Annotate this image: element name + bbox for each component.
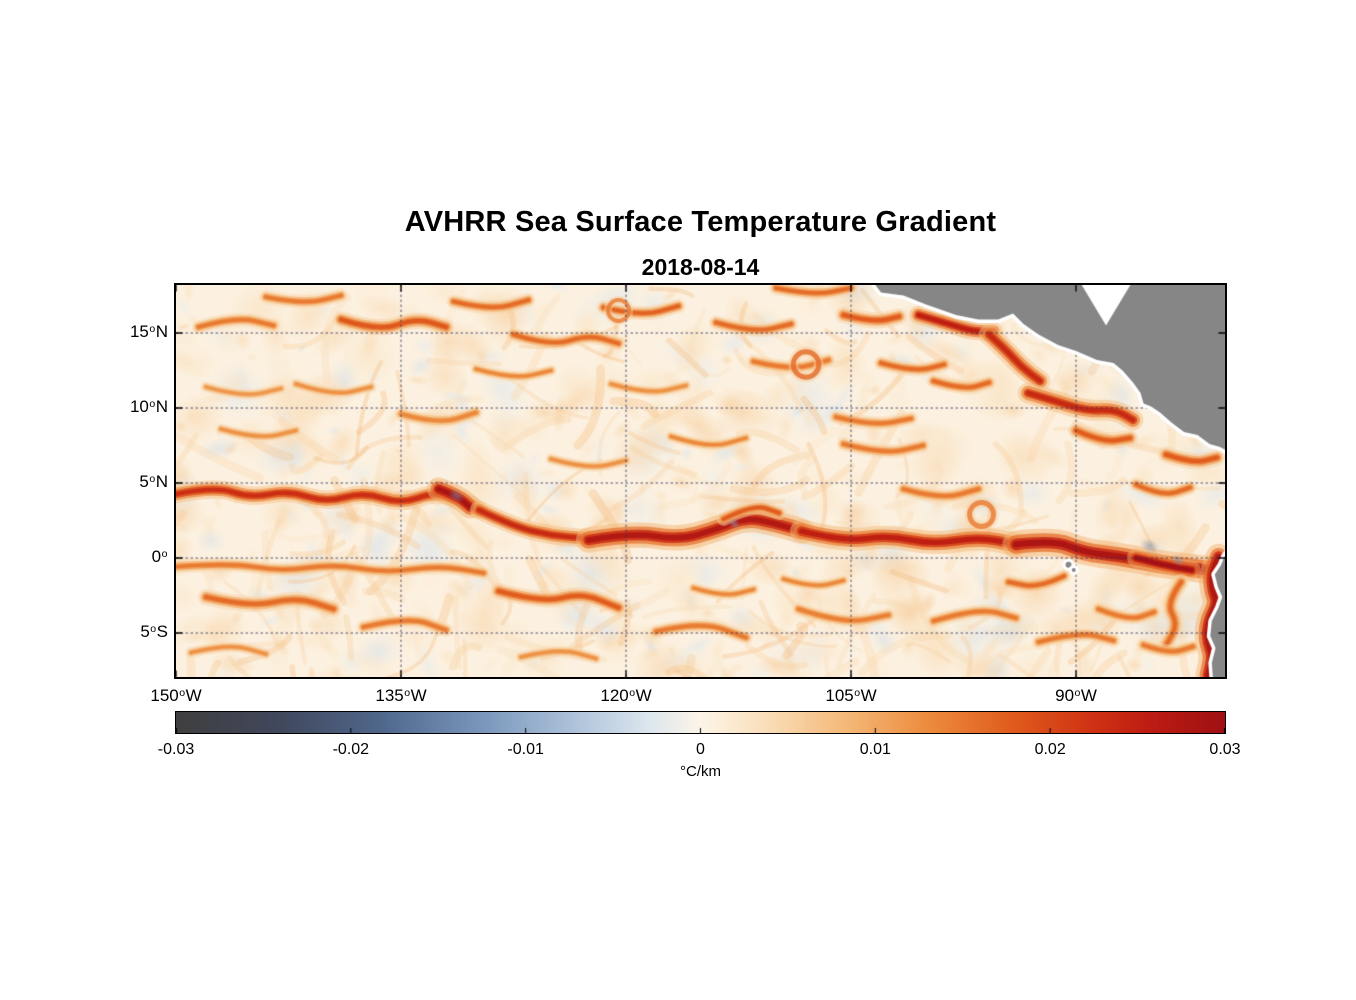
chart-subtitle: 2018-08-14	[641, 254, 760, 280]
colorbar-tick-label: -0.02	[332, 741, 370, 758]
sst-gradient-map-canvas	[176, 285, 1225, 677]
colorbar-tick-label: -0.01	[507, 741, 544, 758]
colorbar-canvas	[176, 712, 1225, 733]
colorbar-tick-label: 0.01	[859, 741, 891, 758]
x-tick-label: 150oW	[150, 686, 202, 705]
x-tick-label: 90oW	[1055, 686, 1097, 705]
x-tick-label: 120oW	[600, 686, 652, 705]
x-tick-label: 135oW	[375, 686, 427, 705]
colorbar-tick-label: 0.03	[1209, 741, 1241, 758]
chart-title: AVHRR Sea Surface Temperature Gradient	[404, 206, 997, 238]
y-tick-label: 0o	[151, 547, 168, 567]
x-tick-label: 105oW	[825, 686, 877, 705]
y-tick-label: 15oN	[129, 322, 168, 341]
map-axes-frame	[174, 283, 1227, 679]
colorbar-frame	[175, 711, 1226, 734]
y-tick-label: 10oN	[129, 397, 168, 417]
colorbar-tick-label: 0	[696, 741, 705, 758]
y-tick-label: 5oN	[139, 472, 168, 492]
y-tick-label: 5oS	[140, 622, 168, 642]
colorbar-unit-label: °C/km	[680, 763, 721, 780]
colorbar-tick-label: -0.03	[157, 741, 195, 758]
colorbar-tick-label: 0.02	[1034, 741, 1066, 758]
